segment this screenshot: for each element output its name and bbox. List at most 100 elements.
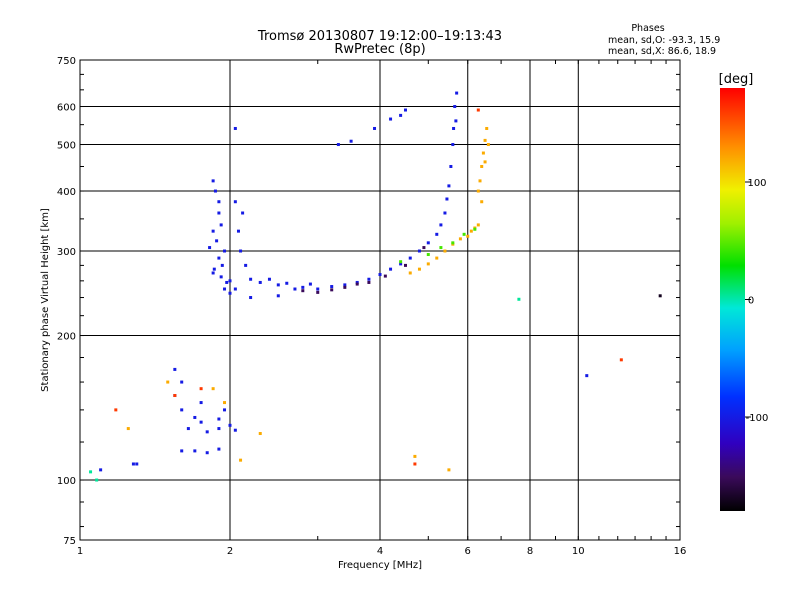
data-point (399, 260, 403, 264)
data-point (199, 387, 203, 391)
data-point (219, 223, 223, 227)
data-point (217, 447, 221, 451)
data-point (228, 291, 232, 295)
colorbar-tick-label: 0 (748, 296, 754, 307)
data-point (462, 232, 466, 236)
data-point (267, 277, 271, 281)
data-point (301, 289, 305, 293)
data-point (447, 468, 451, 472)
data-point (239, 458, 243, 462)
data-point (225, 280, 229, 284)
data-point (435, 256, 439, 260)
data-point (316, 287, 320, 291)
data-point (99, 468, 103, 472)
data-point (408, 271, 412, 275)
data-point (211, 229, 215, 233)
data-point (173, 367, 177, 371)
axis-ticks: 1 2 4 6 8 10 16 75 100 200 300 400 500 600 750 (57, 56, 686, 557)
data-point (483, 160, 487, 164)
info-line-o: mean, sd,O: -93.3, 15.9 (608, 35, 720, 46)
data-point (239, 249, 243, 253)
data-point (215, 239, 219, 243)
data-point (619, 358, 623, 362)
data-point (212, 267, 216, 271)
data-point (476, 223, 480, 227)
data-point (241, 211, 245, 215)
data-point (473, 227, 477, 231)
y-tick-label: 400 (57, 187, 76, 198)
data-point (211, 179, 215, 183)
data-point (276, 283, 280, 287)
data-point (199, 401, 203, 405)
x-tick-label: 4 (377, 546, 383, 557)
data-point (205, 451, 209, 455)
data-point (276, 294, 280, 298)
data-points (89, 91, 662, 482)
data-point (485, 126, 489, 130)
data-point (439, 223, 443, 227)
chart-subtitle: RwPretec (8p) (334, 42, 425, 57)
data-point (399, 113, 403, 117)
data-point (330, 285, 334, 289)
data-point (476, 108, 480, 112)
y-tick-label: 750 (57, 56, 76, 67)
data-point (217, 427, 221, 431)
data-point (193, 449, 197, 453)
data-point (258, 280, 262, 284)
data-point (426, 241, 430, 245)
data-point (249, 277, 253, 281)
data-point (285, 281, 289, 285)
plot-frame (79, 59, 681, 541)
data-point (228, 279, 232, 283)
data-point (426, 253, 430, 257)
data-point (95, 478, 99, 482)
data-point (417, 267, 421, 271)
data-point (455, 91, 459, 95)
data-point (417, 249, 421, 253)
data-point (373, 126, 377, 130)
y-tick-label: 600 (57, 103, 76, 114)
data-point (451, 143, 455, 147)
colorbar-label: [deg] (719, 72, 754, 87)
data-point (413, 454, 417, 458)
data-point (135, 462, 139, 466)
data-point (426, 262, 430, 266)
data-point (293, 287, 297, 291)
data-point (343, 285, 347, 289)
data-point (445, 197, 449, 201)
data-point (301, 285, 305, 289)
data-point (486, 143, 490, 147)
data-point (355, 280, 359, 284)
info-line-x: mean, sd,X: 86.6, 18.9 (608, 46, 716, 57)
data-point (403, 263, 407, 267)
data-point (517, 297, 521, 301)
data-point (233, 287, 237, 291)
data-point (211, 271, 215, 275)
data-point (186, 427, 190, 431)
data-point (308, 282, 312, 286)
data-point (585, 374, 589, 378)
data-point (458, 237, 462, 241)
grid-lines (80, 60, 680, 540)
x-tick-label: 10 (572, 546, 585, 557)
data-point (219, 275, 223, 279)
x-tick-label: 2 (227, 546, 233, 557)
x-tick-label: 8 (527, 546, 533, 557)
data-point (211, 387, 215, 391)
x-tick-label: 1 (77, 546, 83, 557)
data-point (422, 246, 426, 250)
data-point (166, 380, 170, 384)
data-point (349, 139, 353, 143)
data-point (223, 408, 227, 412)
x-tick-label: 16 (674, 546, 687, 557)
data-point (454, 119, 458, 123)
x-tick-label: 6 (465, 546, 471, 557)
y-tick-label: 300 (57, 247, 76, 258)
data-point (228, 423, 232, 427)
y-tick-label: 200 (57, 332, 76, 343)
data-point (447, 184, 451, 188)
y-tick-label: 100 (57, 476, 76, 487)
info-heading: Phases (631, 23, 664, 34)
data-point (443, 211, 447, 215)
data-point (435, 232, 439, 236)
